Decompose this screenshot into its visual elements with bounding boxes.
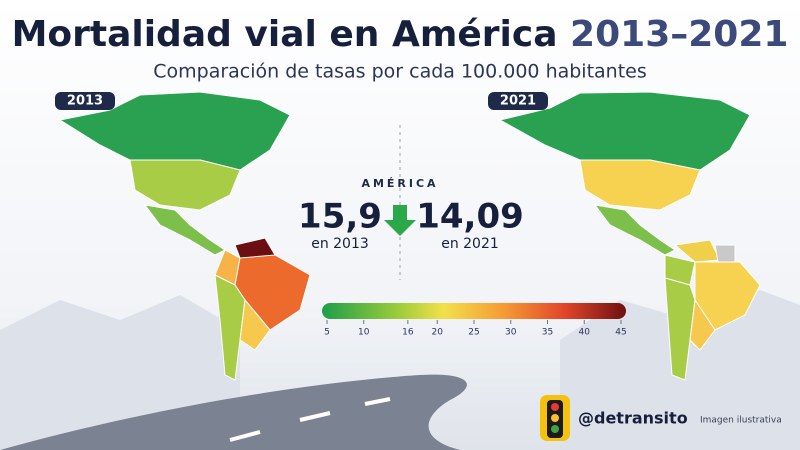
scale-tick-label: 20: [432, 328, 444, 338]
scale-tick-label: 40: [579, 328, 591, 338]
scale-tick-label: 45: [615, 328, 626, 338]
caption-2021: en 2021: [441, 236, 499, 252]
title: Mortalidad vial en América 2013–2021: [12, 14, 789, 55]
note: Imagen ilustrativa: [700, 416, 782, 426]
handle: @detransito: [578, 409, 688, 428]
road: [0, 374, 467, 450]
down-arrow: [384, 205, 416, 236]
region-label: AMÉRICA: [361, 177, 438, 190]
value-2021: 14,09: [416, 197, 524, 237]
scale-tick-label: 30: [505, 328, 517, 338]
scale-tick-label: 35: [542, 328, 553, 338]
road-lines: [229, 397, 391, 442]
logo: [540, 395, 570, 441]
scale-ticks: 5 10 16 20 25 30 35 40 45: [324, 320, 627, 338]
scale-tick-label: 25: [468, 328, 479, 338]
map-label: 2013: [67, 94, 103, 109]
caption-2013: en 2013: [311, 236, 369, 252]
value-2013: 15,9: [298, 197, 382, 237]
map-label: 2021: [500, 94, 536, 109]
color-scale: [322, 303, 626, 319]
subtitle: Comparación de tasas por cada 100.000 ha…: [153, 61, 647, 83]
scale-tick-label: 10: [358, 328, 370, 338]
scale-tick-label: 5: [324, 328, 330, 338]
map-2013: 2013: [55, 91, 311, 381]
map-2021: 2021: [488, 91, 761, 381]
scale-tick-label: 16: [402, 328, 414, 338]
